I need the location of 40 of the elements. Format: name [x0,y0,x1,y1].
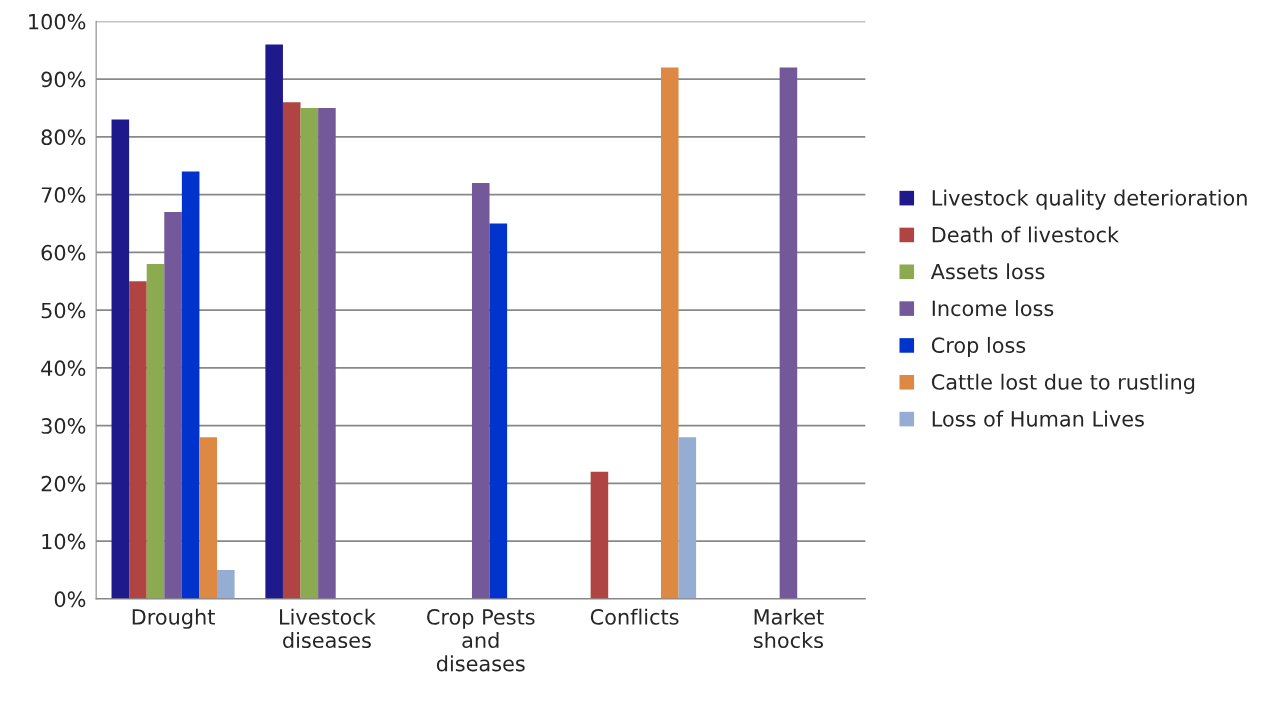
x-tick-label: Market shocks [753,608,824,649]
x-tick-label: Livestock diseases [280,608,376,649]
legend-label: Livestock quality deterioration [932,189,1247,210]
bar [129,281,147,599]
bar [678,437,697,599]
bar [779,67,798,599]
y-tick-label: 80% [41,129,86,146]
y-tick-label: 0% [54,591,86,608]
bar [660,67,679,599]
bar [489,223,508,599]
x-tick-label: Crop Pests and diseases [427,609,535,672]
legend-label: Loss of Human Lives [932,410,1144,427]
bar [282,102,301,599]
y-tick-label: 10% [42,533,86,550]
bar [164,211,182,599]
y-tick-label: 60% [41,244,86,261]
bar [471,183,490,599]
bar [265,44,283,599]
bar [300,108,319,599]
legend-label: Cattle lost due to rustling [931,373,1195,394]
legend-label: Assets loss [930,263,1045,280]
legend-label: Crop loss [931,336,1026,358]
legend-label: Death of livestock [932,226,1120,243]
y-tick-label: 70% [41,187,86,203]
y-tick-label: 30% [41,418,86,434]
y-tick-label: 50% [41,302,86,319]
bar [318,108,336,599]
y-tick-label: 20% [41,475,86,492]
x-tick-label: Conflicts [590,608,679,625]
x-tick-label: Drought [132,608,215,629]
bar [590,471,609,599]
bar [217,570,235,599]
bar [111,119,130,599]
bar [146,263,165,599]
bar [199,437,218,599]
y-tick-label: 40% [41,360,86,377]
legend-label: Income loss [932,300,1054,317]
y-tick-label: 100% [29,13,86,30]
y-tick-label: 90% [41,71,86,88]
bar [181,171,200,599]
